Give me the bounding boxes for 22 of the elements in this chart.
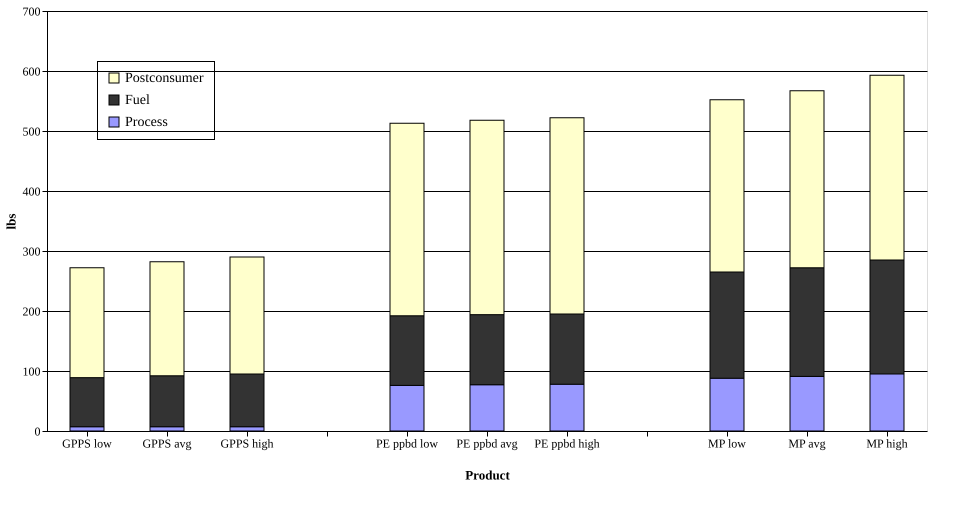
x-tick-label: MP low [708,436,746,450]
y-tick-label: 0 [34,424,40,438]
y-tick-label: 200 [22,304,40,318]
y-tick-label: 300 [22,244,40,258]
x-axis-title: Product [465,468,510,482]
x-tick-label: MP high [866,436,908,450]
x-tick-label: PE ppbd low [376,436,438,450]
y-tick-label: 700 [22,4,40,18]
x-tick-label: MP avg [788,436,826,450]
x-tick-label: PE ppbd avg [456,436,518,450]
x-tick-label: GPPS high [220,436,274,450]
legend-label: Process [125,115,168,130]
x-tick-label: PE ppbd high [534,436,600,450]
legend-label: Fuel [125,93,150,108]
y-tick-label: 600 [22,64,40,78]
y-tick-label: 400 [22,184,40,198]
y-tick-label: 500 [22,124,40,138]
legend-label: Postconsumer [125,71,204,86]
y-axis-title: lbs [4,214,18,230]
y-tick-label: 100 [22,364,40,378]
x-tick-label: GPPS avg [142,436,192,450]
x-tick-label: GPPS low [62,436,112,450]
